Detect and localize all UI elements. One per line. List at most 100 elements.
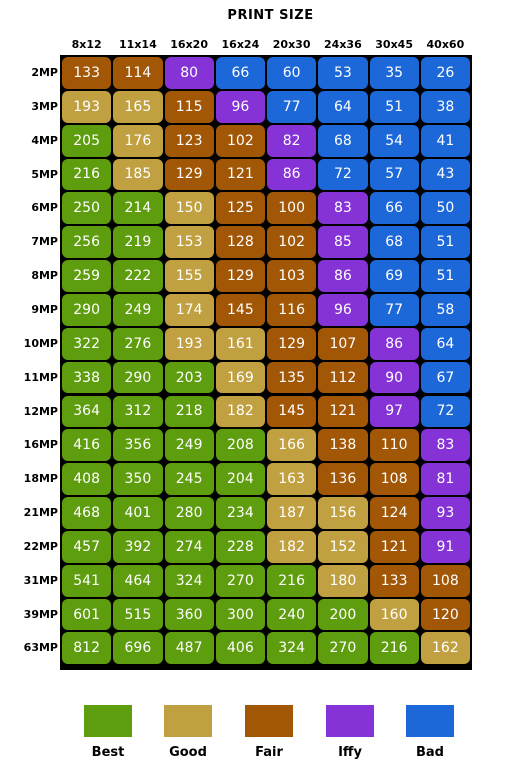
heatmap-cell: 249 — [164, 429, 214, 462]
heatmap-cell: 103 — [267, 260, 317, 292]
heatmap-cell: 205 — [62, 124, 112, 157]
heatmap-cell: 86 — [369, 327, 419, 360]
legend-swatch-iffy — [326, 705, 374, 737]
heatmap-cell: 401 — [113, 497, 163, 529]
legend-swatch-best — [84, 705, 132, 737]
heatmap-cell: 165 — [113, 90, 163, 123]
row-header: 10MP — [23, 336, 58, 350]
heatmap-cell: 169 — [215, 361, 265, 394]
legend-label-bad: Bad — [416, 745, 444, 760]
heatmap-cell: 156 — [318, 497, 368, 529]
heatmap-cell: 77 — [369, 293, 419, 326]
row-header: 7MP — [31, 235, 58, 249]
row-header: 3MP — [31, 99, 58, 113]
row-header: 5MP — [31, 167, 58, 181]
heatmap-cell: 54 — [369, 124, 419, 157]
heatmap-cell: 214 — [113, 192, 163, 225]
heatmap-cell: 364 — [62, 395, 112, 428]
heatmap-cell: 250 — [62, 192, 112, 225]
heatmap-cell: 41 — [420, 124, 470, 157]
heatmap-cell: 58 — [420, 293, 470, 326]
column-header: 40x60 — [426, 38, 465, 51]
column-header: 20x30 — [272, 38, 311, 51]
heatmap-cell: 102 — [267, 226, 317, 259]
row-header: 11MP — [23, 370, 58, 384]
heatmap-cell: 83 — [318, 192, 368, 225]
column-header: 24x36 — [324, 38, 362, 51]
heatmap-cell: 66 — [369, 192, 419, 225]
heatmap-cell: 129 — [164, 158, 214, 191]
heatmap-cell: 53 — [318, 57, 368, 89]
heatmap-cell: 216 — [369, 632, 419, 665]
heatmap-cell: 276 — [113, 327, 163, 360]
heatmap-cell: 51 — [369, 90, 419, 123]
heatmap-cell: 152 — [318, 530, 368, 563]
heatmap-cell: 203 — [164, 361, 214, 394]
heatmap-cell: 129 — [267, 327, 317, 360]
heatmap-cell: 182 — [267, 530, 317, 563]
heatmap-cell: 43 — [420, 158, 470, 191]
heatmap-cell: 100 — [267, 192, 317, 225]
heatmap-cell: 138 — [318, 429, 368, 462]
heatmap-cell: 270 — [215, 564, 265, 597]
heatmap-cell: 193 — [62, 90, 112, 123]
heatmap-cell: 51 — [420, 260, 470, 292]
heatmap-cell: 245 — [164, 463, 214, 496]
heatmap-cell: 136 — [318, 463, 368, 496]
row-header: 39MP — [23, 607, 58, 621]
heatmap-cell: 487 — [164, 632, 214, 665]
row-header: 63MP — [23, 641, 58, 655]
heatmap-cell: 64 — [318, 90, 368, 123]
heatmap-cell: 219 — [113, 226, 163, 259]
heatmap-cell: 114 — [113, 57, 163, 89]
legend-label-good: Good — [169, 745, 207, 760]
heatmap-cell: 80 — [164, 57, 214, 89]
heatmap-cell: 416 — [62, 429, 112, 462]
row-header: 4MP — [31, 133, 58, 147]
heatmap-cell: 90 — [369, 361, 419, 394]
heatmap-cell: 180 — [318, 564, 368, 597]
heatmap-cell: 160 — [369, 598, 419, 631]
heatmap-cell: 408 — [62, 463, 112, 496]
heatmap-cell: 107 — [318, 327, 368, 360]
heatmap-cell: 166 — [267, 429, 317, 462]
heatmap-cell: 77 — [267, 90, 317, 123]
row-header: 2MP — [31, 66, 58, 79]
heatmap-cell: 60 — [267, 57, 317, 89]
heatmap-cell: 81 — [420, 463, 470, 496]
heatmap-cell: 96 — [215, 90, 265, 123]
column-header: 30x45 — [375, 38, 413, 51]
heatmap-cell: 270 — [318, 632, 368, 665]
heatmap-cell: 35 — [369, 57, 419, 89]
heatmap-cell: 176 — [113, 124, 163, 157]
heatmap-cell: 108 — [369, 463, 419, 496]
column-header: 11x14 — [119, 38, 157, 51]
heatmap-cell: 115 — [164, 90, 214, 123]
heatmap-cell: 464 — [113, 564, 163, 597]
heatmap-cell: 468 — [62, 497, 112, 529]
heatmap-cell: 121 — [318, 395, 368, 428]
heatmap-cell: 290 — [62, 293, 112, 326]
heatmap-cell: 515 — [113, 598, 163, 631]
row-header: 12MP — [23, 404, 58, 418]
legend-label-best: Best — [91, 745, 125, 760]
heatmap-cell: 112 — [318, 361, 368, 394]
heatmap-cell: 85 — [318, 226, 368, 259]
heatmap-cell: 208 — [215, 429, 265, 462]
heatmap-cell: 97 — [369, 395, 419, 428]
heatmap-cell: 96 — [318, 293, 368, 326]
heatmap-cell: 121 — [369, 530, 419, 563]
heatmap-cell: 406 — [215, 632, 265, 665]
heatmap-cell: 66 — [215, 57, 265, 89]
heatmap-cell: 153 — [164, 226, 214, 259]
heatmap-cell: 86 — [267, 158, 317, 191]
heatmap-cell: 290 — [113, 361, 163, 394]
heatmap-cell: 204 — [215, 463, 265, 496]
heatmap-cell: 324 — [164, 564, 214, 597]
heatmap-cell: 72 — [420, 395, 470, 428]
heatmap-cell: 120 — [420, 598, 470, 631]
column-header: 8x12 — [71, 38, 102, 51]
heatmap-cell: 601 — [62, 598, 112, 631]
heatmap-cell: 350 — [113, 463, 163, 496]
heatmap-cell: 124 — [369, 497, 419, 529]
